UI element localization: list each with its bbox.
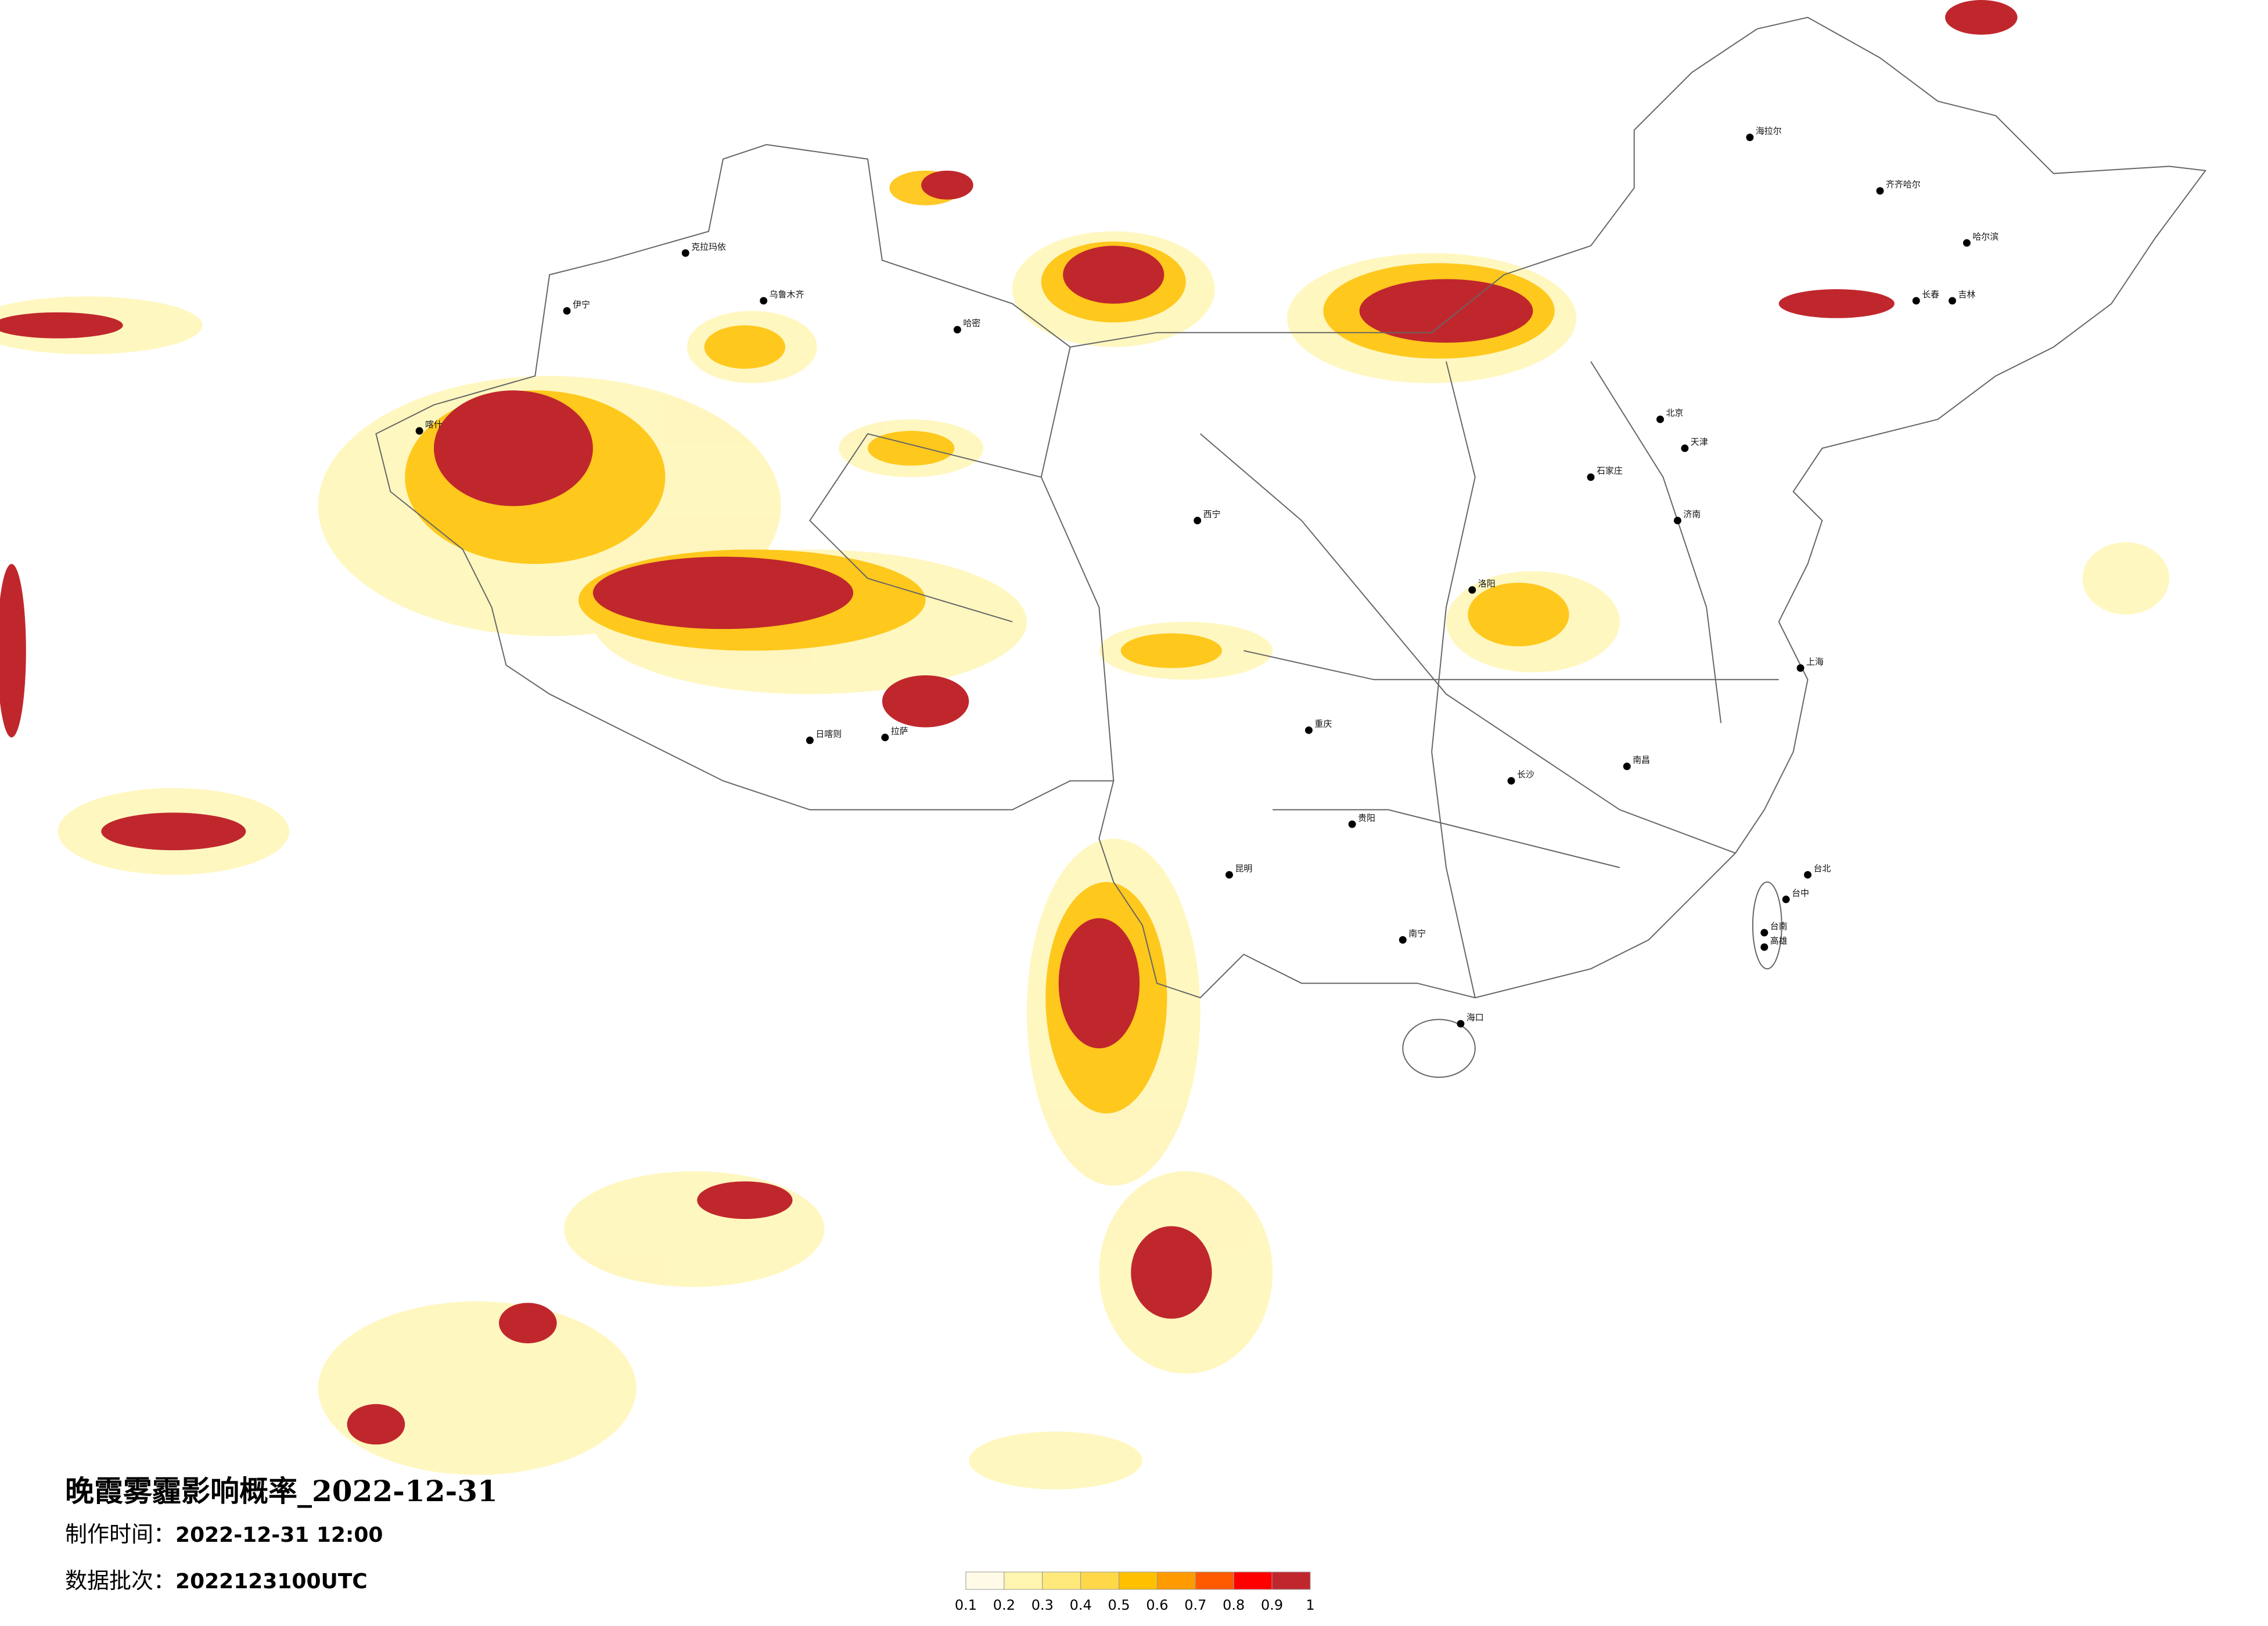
colorbar-swatch	[1119, 1571, 1158, 1590]
city-label: 拉萨	[891, 726, 908, 736]
city-label: 克拉玛依	[691, 242, 726, 252]
city-dot	[1623, 762, 1631, 771]
colorbar-swatch	[1271, 1571, 1311, 1590]
city-label: 高雄	[1770, 936, 1788, 946]
city-label: 西宁	[1203, 509, 1221, 519]
city-label: 伊宁	[573, 299, 590, 310]
city-label: 北京	[1666, 408, 1683, 418]
batch: 数据批次：2022123100UTC	[65, 1568, 368, 1593]
colorbar-swatch	[1004, 1571, 1043, 1590]
city-label: 长沙	[1517, 769, 1534, 780]
city-dot	[1225, 870, 1233, 879]
city-dot	[1912, 297, 1920, 305]
city-dot	[1507, 777, 1515, 785]
haze-field	[0, 0, 2169, 1490]
colorbar-swatch	[1080, 1571, 1120, 1590]
city-label: 长春	[1922, 289, 1939, 300]
city-dot	[953, 326, 961, 334]
city-label: 海拉尔	[1756, 126, 1782, 136]
city-label: 昆明	[1235, 863, 1252, 873]
issue-time-value: 2022-12-31 12:00	[175, 1523, 383, 1547]
city-dot	[1796, 664, 1805, 672]
colorbar: 0.1 0.2 0.3 0.4 0.5 0.6 0.7 0.8 0.9 1	[955, 1571, 1315, 1613]
city-dot	[1681, 444, 1689, 452]
city-label: 日喀则	[815, 729, 842, 739]
city-dot	[1673, 516, 1681, 524]
colorbar-tick-label: 0.6	[1146, 1597, 1168, 1613]
batch-label: 数据批次：	[65, 1568, 175, 1593]
city-label: 台南	[1770, 921, 1788, 931]
city-dot	[1876, 187, 1884, 195]
city-label: 南宁	[1408, 929, 1426, 939]
city-dot	[415, 427, 423, 435]
city-dot	[1399, 936, 1407, 944]
city-label: 贵阳	[1358, 812, 1375, 823]
city-dot	[1194, 516, 1202, 524]
city-dot	[1746, 134, 1754, 142]
city-label: 天津	[1691, 437, 1708, 447]
city-dot	[1804, 870, 1811, 879]
colorbar-tick-label: 1	[1306, 1597, 1314, 1613]
city-label: 哈密	[963, 318, 980, 329]
city-dot	[1468, 586, 1476, 594]
colorbar-swatch	[1233, 1571, 1273, 1590]
city-label: 吉林	[1958, 289, 1975, 300]
city-dot	[881, 733, 889, 742]
city-label: 乌鲁木齐	[770, 289, 804, 300]
city-label: 石家庄	[1597, 466, 1623, 476]
city-label: 上海	[1806, 656, 1824, 667]
city-dot	[681, 249, 689, 257]
colorbar-swatch	[1156, 1571, 1196, 1590]
city-label: 重庆	[1314, 718, 1332, 729]
city-label: 台中	[1792, 888, 1809, 898]
colorbar-swatch	[1195, 1571, 1234, 1590]
city-label: 喀什	[425, 419, 443, 430]
colorbar-tick-label: 0.2	[993, 1597, 1015, 1613]
title: 晚霞雾霾影响概率_2022-12-31	[65, 1474, 498, 1508]
city-dot	[1304, 726, 1313, 734]
batch-value: 2022123100UTC	[175, 1570, 368, 1593]
colorbar-tick-label: 0.7	[1184, 1597, 1206, 1613]
city-label: 哈尔滨	[1972, 231, 1999, 242]
city-dot	[1760, 929, 1769, 937]
city-label: 南昌	[1633, 755, 1650, 765]
city-label: 海口	[1467, 1012, 1484, 1023]
city-dot	[1949, 297, 1956, 305]
city-dot	[1348, 820, 1356, 828]
city-dot	[1963, 239, 1971, 247]
colorbar-tick-label: 0.1	[955, 1597, 977, 1613]
colorbar-tick-label: 0.9	[1261, 1597, 1283, 1613]
city-label: 济南	[1683, 509, 1701, 519]
city-dot	[1457, 1020, 1465, 1028]
colorbar-tick-label: 0.8	[1223, 1597, 1245, 1613]
colorbar-swatch	[1042, 1571, 1081, 1590]
city-dot	[1760, 943, 1769, 951]
colorbar-swatch	[965, 1571, 1005, 1590]
city-dot	[1656, 415, 1664, 423]
issue-time-label: 制作时间：	[65, 1521, 175, 1547]
city-dot	[806, 736, 814, 744]
colorbar-tick-label: 0.3	[1031, 1597, 1054, 1613]
city-label: 洛阳	[1478, 578, 1496, 589]
city-label: 齐齐哈尔	[1886, 179, 1921, 190]
issue-time: 制作时间：2022-12-31 12:00	[65, 1521, 383, 1547]
colorbar-tick-label: 0.4	[1070, 1597, 1092, 1613]
city-dot	[563, 307, 571, 315]
colorbar-tick-label: 0.5	[1108, 1597, 1130, 1613]
city-dot	[1782, 895, 1790, 904]
city-label: 台北	[1813, 863, 1831, 873]
city-dot	[1587, 473, 1595, 481]
city-dot	[760, 297, 768, 305]
boundaries	[375, 16, 2207, 1078]
